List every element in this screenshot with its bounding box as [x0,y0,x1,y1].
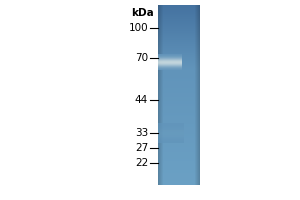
Text: 70: 70 [135,53,148,63]
Text: 22: 22 [135,158,148,168]
Text: kDa: kDa [131,8,154,18]
Text: 100: 100 [128,23,148,33]
Text: 27: 27 [135,143,148,153]
Text: 33: 33 [135,128,148,138]
Text: 44: 44 [135,95,148,105]
